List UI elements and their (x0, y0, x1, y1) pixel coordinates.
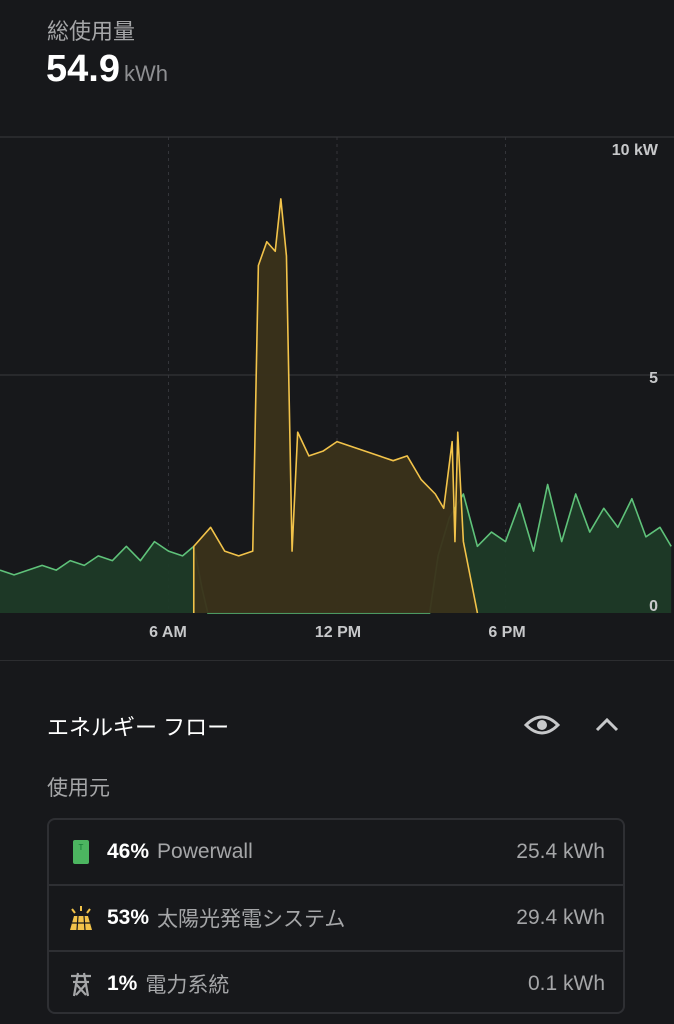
x-tick-label: 12 PM (314, 624, 362, 641)
series-area-1 (193, 198, 478, 613)
total-unit: kWh (123, 61, 168, 86)
total-usage-title: 総使用量 (47, 19, 136, 44)
x-tick-label: 6 AM (149, 624, 187, 641)
solar-panel-icon (67, 905, 95, 931)
source-list: T 46% Powerwall 25.4 kWh 53% 太陽光発電システム 2… (47, 818, 625, 1014)
divider (0, 660, 674, 661)
chevron-up-icon[interactable] (594, 712, 620, 743)
row-name: 電力系統 (145, 974, 230, 997)
list-item[interactable]: T 46% Powerwall 25.4 kWh (49, 820, 623, 886)
y-tick-label: 0 (649, 598, 658, 615)
svg-text:T: T (79, 843, 84, 852)
total-usage-value: 54.9 kWh (46, 48, 168, 91)
row-value: 0.1 kWh (527, 972, 605, 995)
series-line-1 (192, 198, 479, 614)
row-percent: 1% (107, 972, 138, 995)
grid-tower-icon (67, 971, 95, 997)
row-percent: 46% (107, 840, 150, 863)
eye-icon[interactable] (523, 710, 561, 745)
energy-flow-title: エネルギー フロー (47, 715, 230, 740)
total-value: 54.9 (46, 48, 120, 90)
source-label: 使用元 (47, 777, 110, 800)
x-tick-label: 6 PM (488, 624, 526, 641)
row-name: Powerwall (157, 840, 253, 863)
y-tick-label: 10 kW (611, 142, 658, 159)
row-value: 25.4 kWh (516, 840, 605, 863)
series-area-0 (0, 484, 672, 613)
usage-chart[interactable] (0, 0, 674, 660)
row-name: 太陽光発電システム (157, 908, 346, 931)
list-item[interactable]: 53% 太陽光発電システム 29.4 kWh (49, 886, 623, 952)
row-percent: 53% (107, 906, 150, 929)
powerwall-icon: T (67, 839, 95, 865)
y-tick-label: 5 (649, 370, 658, 387)
row-value: 29.4 kWh (516, 906, 605, 929)
list-item[interactable]: 1% 電力系統 0.1 kWh (49, 952, 623, 1016)
